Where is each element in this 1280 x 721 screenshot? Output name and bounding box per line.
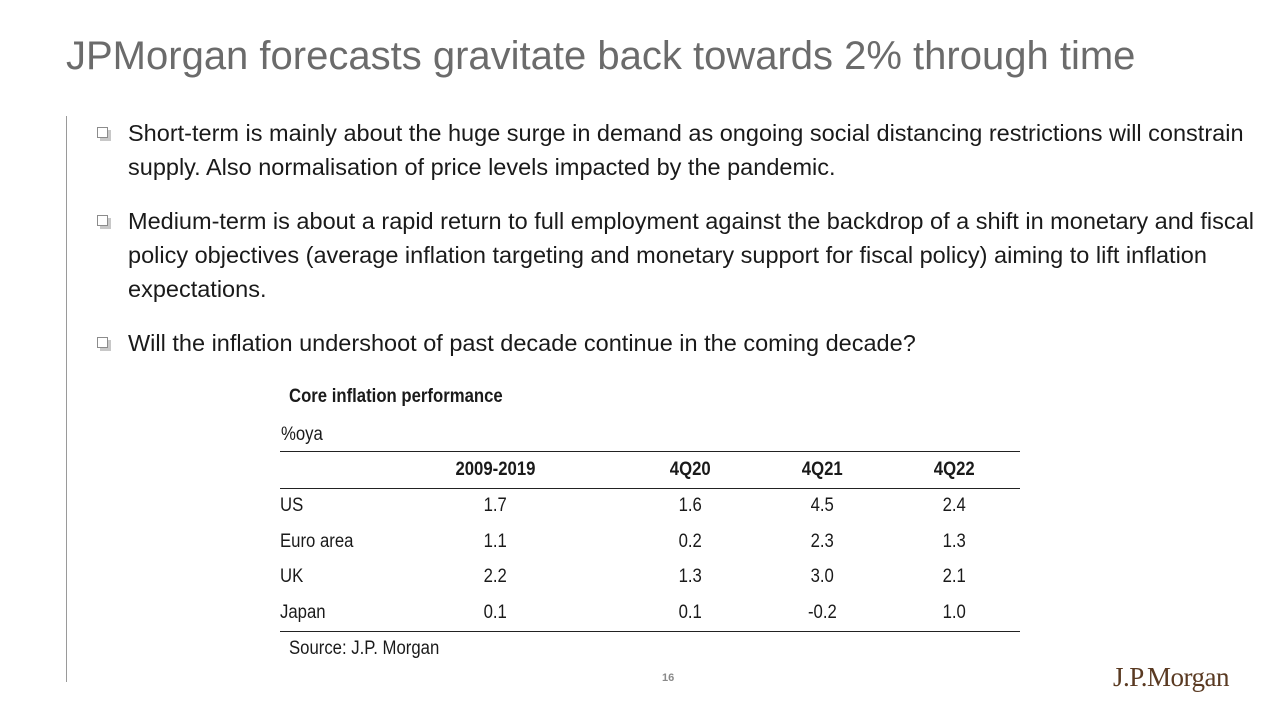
table-cell: 1.3 [942,530,966,552]
vertical-divider [66,116,67,682]
table-cell: -0.2 [807,601,837,623]
table-header-cell: 2009-2019 [455,458,536,480]
bullet-text: Will the inflation undershoot of past de… [128,330,916,356]
table-cell: 1.7 [483,495,507,517]
table-header-cell: 4Q22 [933,458,975,480]
table-header-cell [280,452,366,489]
bullet-text: Medium-term is about a rapid return to f… [128,208,1254,302]
row-label: Euro area [280,530,354,552]
table-cell: 0.2 [678,530,702,552]
table-cell: 2.4 [942,495,966,517]
checkbox-bullet-icon [97,337,111,351]
table-row: US 1.7 1.6 4.5 2.4 [280,488,1020,524]
table-cell: 1.1 [483,530,507,552]
slide-title: JPMorgan forecasts gravitate back toward… [66,34,1136,78]
table-cell: 2.3 [810,530,834,552]
table-source: Source: J.P. Morgan [289,638,440,659]
table-row: Japan 0.1 0.1 -0.2 1.0 [280,595,1020,631]
table-cell: 3.0 [810,566,834,588]
bullet-text: Short-term is mainly about the huge surg… [128,120,1244,180]
bullet-item: Will the inflation undershoot of past de… [96,326,1266,360]
table-cell: 2.1 [942,566,966,588]
table-row: Euro area 1.1 0.2 2.3 1.3 [280,524,1020,560]
bullet-list: Short-term is mainly about the huge surg… [96,116,1266,380]
table-cell: 1.0 [942,601,966,623]
table-cell: 0.1 [678,601,702,623]
table-row: UK 2.2 1.3 3.0 2.1 [280,560,1020,596]
checkbox-bullet-icon [97,215,111,229]
table-cell: 1.6 [678,495,702,517]
checkbox-bullet-icon [97,127,111,141]
row-label: UK [280,566,304,588]
table-unit: %oya [281,424,323,445]
bullet-item: Short-term is mainly about the huge surg… [96,116,1266,184]
bullet-item: Medium-term is about a rapid return to f… [96,204,1266,306]
row-label: US [280,495,304,517]
page-number: 16 [662,672,675,684]
table-title: Core inflation performance [289,386,503,407]
table-cell: 0.1 [483,601,507,623]
table-cell: 1.3 [678,566,702,588]
table-header-row: 2009-2019 4Q20 4Q21 4Q22 [280,451,1020,489]
jpmorgan-logo: J.P.Morgan [1113,662,1230,692]
table-cell: 2.2 [483,566,507,588]
core-inflation-table: 2009-2019 4Q20 4Q21 4Q22 US 1.7 1.6 4.5 … [280,451,1020,632]
table-header-cell: 4Q21 [801,458,843,480]
table-header-cell: 4Q20 [669,458,711,480]
table-cell: 4.5 [810,495,834,517]
row-label: Japan [280,601,326,623]
